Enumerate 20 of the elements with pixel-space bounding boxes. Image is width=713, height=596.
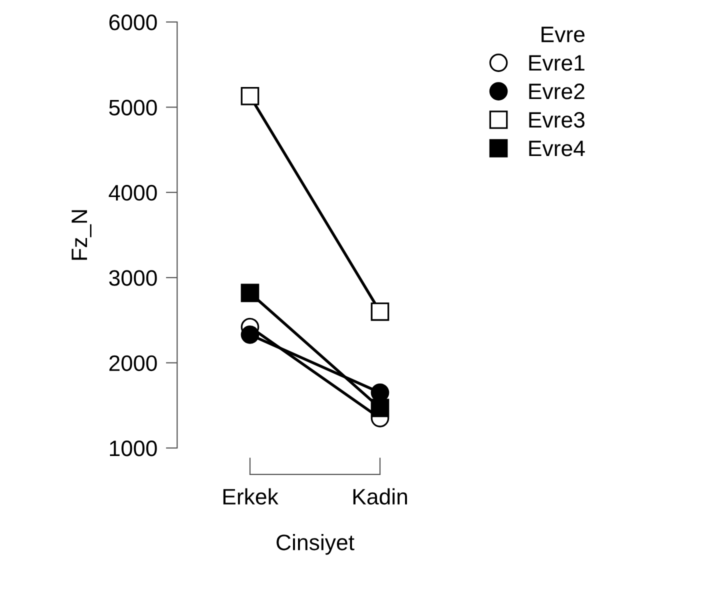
y-tick-label: 4000 [108,184,157,201]
y-tick-label: 6000 [109,14,157,30]
x-tick-label: Erkek [223,488,278,505]
x-tick-label: Kadin [353,488,407,505]
y-tick-label: 3000 [109,270,157,286]
y-tick-label: 2000 [109,355,157,372]
y-tick-label: 5000 [109,100,157,116]
point [240,284,260,302]
legend-label: Evre4 [529,140,585,156]
y-axis-title: Fz_N [72,210,92,260]
point [370,302,390,321]
legend-label: Evre1 [529,55,584,71]
legend-label: Evre3 [529,112,585,128]
legend-title: Evre [542,26,584,42]
legend-label: Evre2 [529,84,584,100]
point [370,398,390,418]
point [240,326,260,344]
y-tick-label: 1000 [110,440,157,456]
x-axis-title: Cinsiyet [276,534,354,555]
point [240,86,260,106]
